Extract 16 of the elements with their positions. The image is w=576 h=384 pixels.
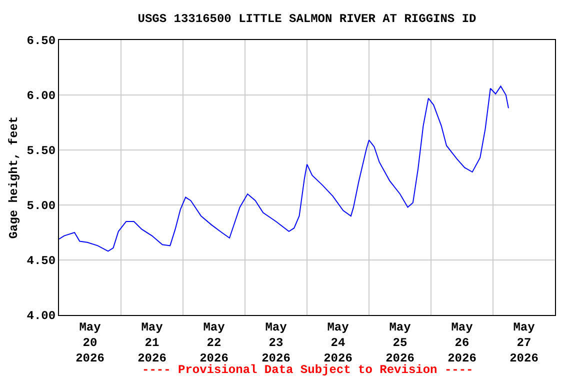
x-tick-label: May 22 2026 bbox=[200, 320, 228, 366]
y-axis-title: Gage height, feet bbox=[7, 116, 22, 239]
y-tick-label: 5.50 bbox=[26, 144, 56, 158]
x-tick-label: May 27 2026 bbox=[510, 320, 538, 366]
text: ---- Provisional Data Subject to Revision ---- bbox=[142, 363, 474, 377]
y-tick-label: 6.00 bbox=[26, 89, 56, 104]
chart-title: USGS 13316500 LITTLE SALMON RIVER AT RIGGINS ID bbox=[138, 12, 476, 26]
y-tick-label: 4.50 bbox=[26, 254, 56, 268]
y-tick-label: 6.50 bbox=[26, 34, 56, 48]
y-tick-label: 5.00 bbox=[26, 199, 56, 214]
x-tick-label: May 23 2026 bbox=[262, 320, 290, 366]
x-tick-label: May 26 2026 bbox=[448, 320, 476, 366]
x-tick-label: May 20 2026 bbox=[76, 320, 104, 366]
y-tick-label: 4.00 bbox=[26, 309, 56, 324]
line-series bbox=[59, 86, 509, 252]
x-tick-label: May 21 2026 bbox=[138, 320, 166, 366]
